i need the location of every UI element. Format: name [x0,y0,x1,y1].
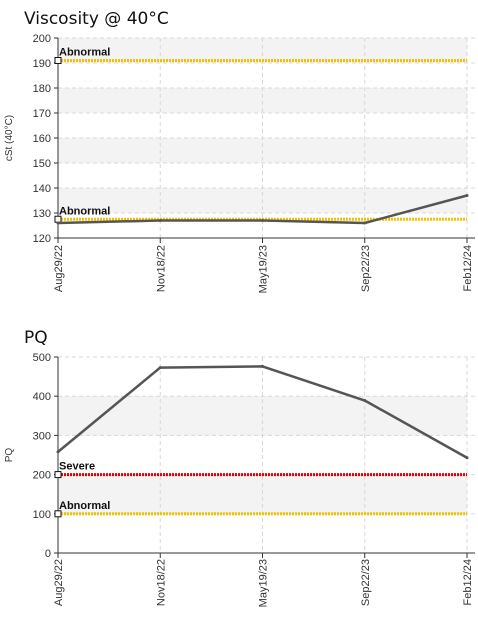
chart-title: Viscosity @ 40°C [24,9,169,29]
y-tick-label: 130 [33,208,51,220]
x-tick-label: Aug29/22 [53,559,65,606]
y-tick-label: 300 [33,430,51,442]
y-tick-label: 500 [33,352,51,364]
data-point [56,450,60,454]
y-tick-label: 100 [33,509,51,521]
y-tick-label: 170 [33,108,51,120]
x-tick-label: Aug29/22 [53,245,65,292]
threshold-marker [54,57,62,64]
y-tick-label: 190 [33,58,51,70]
y-tick-label: 150 [33,158,51,170]
x-tick-label: Sep22/23 [360,245,372,292]
x-tick-label: Sep22/23 [360,559,372,606]
y-tick-label: 180 [33,83,51,95]
x-tick-label: Nov18/22 [155,245,167,292]
x-tick-label: May19/23 [258,559,270,607]
threshold-marker [54,471,62,479]
data-point [261,364,264,368]
threshold-marker [54,510,62,518]
x-tick-label: Feb12/24 [462,559,474,605]
data-point [465,194,469,197]
y-tick-label: 400 [33,391,51,403]
y-tick-label: 120 [33,233,51,245]
data-point [261,219,264,222]
grid-band [58,38,467,63]
threshold-label: Abnormal [59,205,110,217]
x-tick-label: May19/23 [258,245,270,293]
threshold-label: Abnormal [59,47,110,59]
data-point [363,399,367,403]
chart-title: PQ [24,328,48,348]
y-tick-label: 0 [45,548,51,560]
y-tick-label: 160 [33,133,51,145]
y-tick-label: 200 [33,33,51,45]
y-axis-label: cSt (40°C) [4,115,15,161]
data-point [56,221,60,225]
x-tick-label: Feb12/24 [462,245,474,291]
threshold-label: Severe [59,461,95,473]
data-point [158,219,162,222]
data-point [363,221,367,225]
y-axis-label: PQ [4,448,15,463]
y-tick-label: 200 [33,470,51,482]
y-tick-label: 140 [33,183,51,195]
data-point [158,366,162,370]
chart-0: Viscosity @ 40°C 120 130 140 150 160 170 180 190… [4,9,475,293]
threshold-label: Abnormal [59,500,110,512]
chart-1: PQ 0 100 200 300 400 500 Aug29/22 Nov18/22 May19/… [4,328,475,607]
x-tick-label: Nov18/22 [155,559,167,606]
data-point [465,456,469,460]
